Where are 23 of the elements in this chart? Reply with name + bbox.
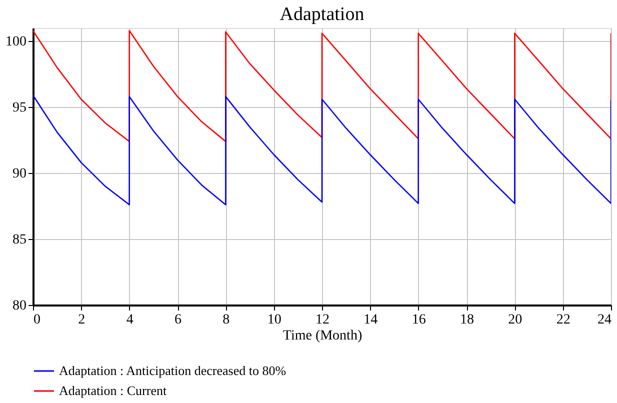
x-tick-label: 20 [508,312,522,328]
x-tick-label: 10 [267,312,282,328]
legend-label: Adaptation : Anticipation decreased to 80% [59,363,286,378]
x-tick-label: 6 [174,312,182,328]
x-tick-label: 0 [34,312,40,328]
y-tick-label: 95 [12,100,26,116]
x-tick-label: 18 [460,312,474,328]
y-tick-label: 85 [12,232,26,248]
x-tick-label: 12 [316,312,330,328]
x-tick-label: 8 [222,312,230,328]
chart-title: Adaptation [280,4,365,25]
x-tick-label: 24 [598,312,612,328]
x-tick-label: 4 [126,312,134,328]
x-tick-label: 14 [364,312,378,328]
y-tick-label: 100 [6,34,26,50]
x-tick-label: 22 [556,312,570,328]
y-tick-label: 80 [12,298,26,314]
x-tick-label: 2 [78,312,86,328]
y-tick-label: 90 [12,166,26,182]
legend-label: Adaptation : Current [59,383,167,398]
x-tick-label: 16 [412,312,426,328]
line-series [33,94,611,206]
x-axis-title: Time (Month) [282,328,362,344]
